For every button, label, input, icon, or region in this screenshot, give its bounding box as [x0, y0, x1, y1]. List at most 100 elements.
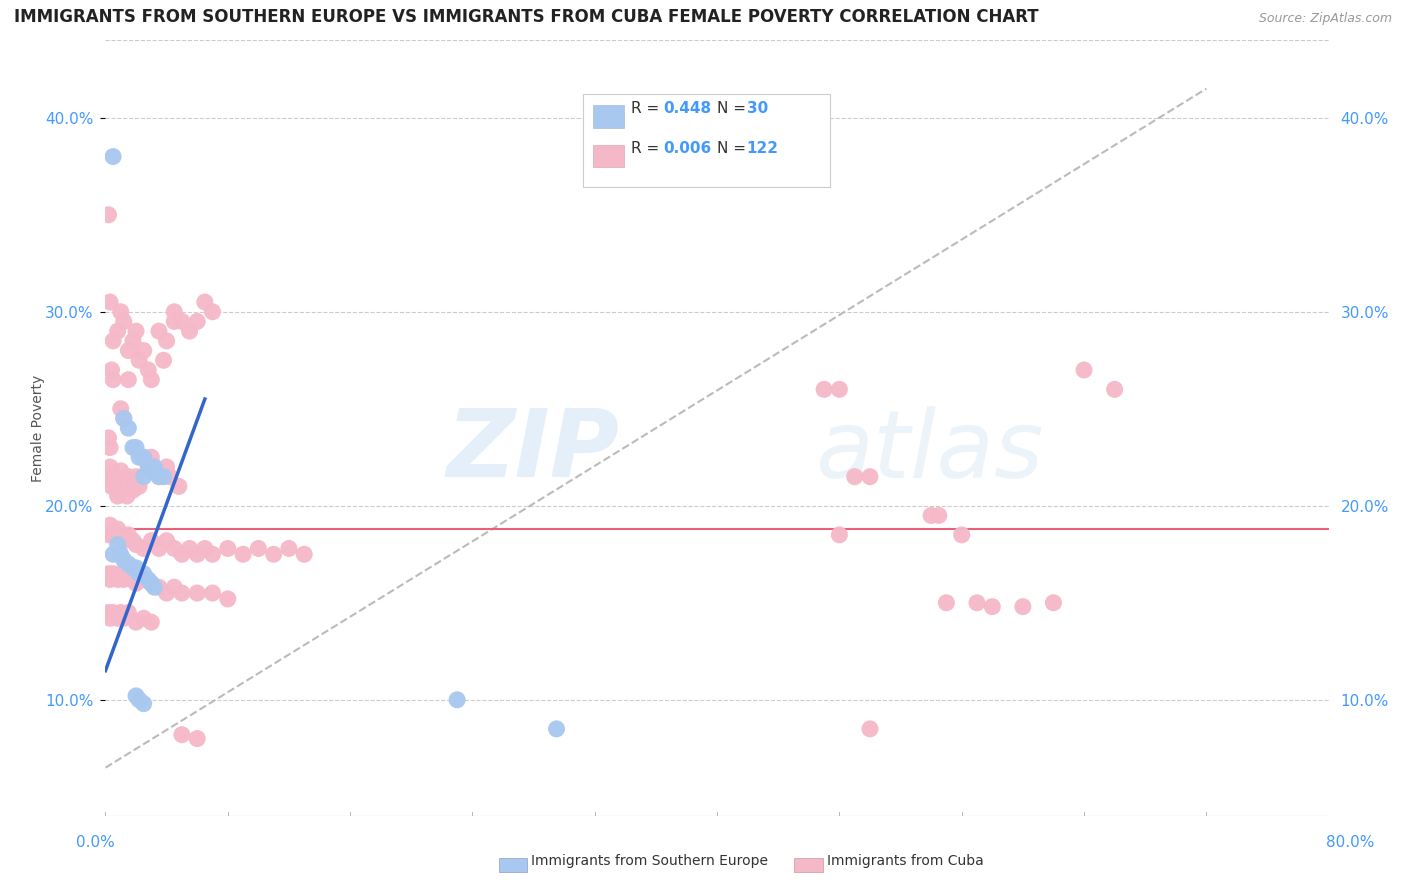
Point [844, 469, 866, 483]
Point [117, 421, 139, 435]
Text: Immigrants from Southern Europe: Immigrants from Southern Europe [531, 855, 769, 868]
Point [920, 508, 942, 523]
Point [105, 483, 128, 498]
Point [141, 576, 163, 591]
Point [122, 483, 145, 498]
Point [143, 460, 166, 475]
Point [101, 469, 124, 483]
Text: Immigrants from Cuba: Immigrants from Cuba [827, 855, 983, 868]
Point [112, 611, 135, 625]
Point [277, 541, 299, 556]
Point [163, 314, 186, 328]
Point [122, 573, 145, 587]
Point [117, 469, 139, 483]
Point [122, 561, 145, 575]
Point [981, 599, 1004, 614]
Point [112, 411, 135, 425]
Point [107, 611, 129, 625]
Point [143, 460, 166, 475]
Point [292, 547, 315, 561]
Point [97, 528, 120, 542]
Point [110, 464, 132, 478]
Point [132, 450, 155, 465]
Point [128, 479, 150, 493]
Point [117, 343, 139, 358]
Point [117, 606, 139, 620]
Point [159, 469, 181, 483]
Point [117, 566, 139, 581]
Point [97, 208, 120, 222]
Point [132, 697, 155, 711]
Point [125, 324, 148, 338]
Point [122, 533, 145, 548]
Point [186, 314, 208, 328]
Point [110, 528, 132, 542]
Point [125, 537, 148, 551]
Point [186, 586, 208, 600]
Point [128, 566, 150, 581]
Point [546, 722, 568, 736]
Point [101, 566, 124, 581]
Text: R =: R = [631, 102, 665, 116]
Point [155, 460, 177, 475]
Point [122, 441, 145, 455]
Point [98, 611, 121, 625]
Point [98, 460, 121, 475]
Point [179, 324, 201, 338]
Point [104, 475, 127, 490]
Point [117, 373, 139, 387]
Point [141, 464, 163, 478]
Point [112, 553, 135, 567]
Point [112, 533, 135, 548]
Point [859, 469, 882, 483]
Point [136, 363, 159, 377]
Point [125, 441, 148, 455]
Point [170, 728, 193, 742]
Point [148, 580, 170, 594]
Point [112, 479, 135, 493]
Point [97, 469, 120, 483]
Point [143, 580, 166, 594]
Point [155, 533, 177, 548]
Point [128, 353, 150, 368]
Text: 0.0%: 0.0% [76, 836, 115, 850]
Point [186, 547, 208, 561]
Point [101, 606, 124, 620]
Point [136, 573, 159, 587]
Point [132, 573, 155, 587]
Point [194, 295, 217, 310]
Point [928, 508, 950, 523]
Point [110, 401, 132, 416]
Point [950, 528, 973, 542]
Point [112, 573, 135, 587]
Point [117, 557, 139, 571]
Point [170, 547, 193, 561]
Point [136, 460, 159, 475]
Point [125, 689, 148, 703]
Point [828, 528, 851, 542]
Text: 0.006: 0.006 [664, 141, 711, 155]
Point [152, 353, 174, 368]
Text: IMMIGRANTS FROM SOUTHERN EUROPE VS IMMIGRANTS FROM CUBA FEMALE POVERTY CORRELATI: IMMIGRANTS FROM SOUTHERN EUROPE VS IMMIG… [14, 8, 1039, 26]
Point [97, 566, 120, 581]
Point [194, 541, 217, 556]
Point [125, 561, 148, 575]
Point [201, 586, 224, 600]
Point [141, 373, 163, 387]
Point [132, 566, 155, 581]
Point [97, 606, 120, 620]
Point [136, 460, 159, 475]
Point [148, 541, 170, 556]
Point [148, 324, 170, 338]
Text: 122: 122 [747, 141, 779, 155]
Point [148, 469, 170, 483]
Point [186, 731, 208, 746]
Point [107, 573, 129, 587]
Point [859, 722, 882, 736]
Point [98, 295, 121, 310]
Text: ZIP: ZIP [446, 406, 619, 498]
Point [1073, 363, 1095, 377]
Text: atlas: atlas [815, 406, 1043, 497]
Point [112, 411, 135, 425]
Point [112, 314, 135, 328]
